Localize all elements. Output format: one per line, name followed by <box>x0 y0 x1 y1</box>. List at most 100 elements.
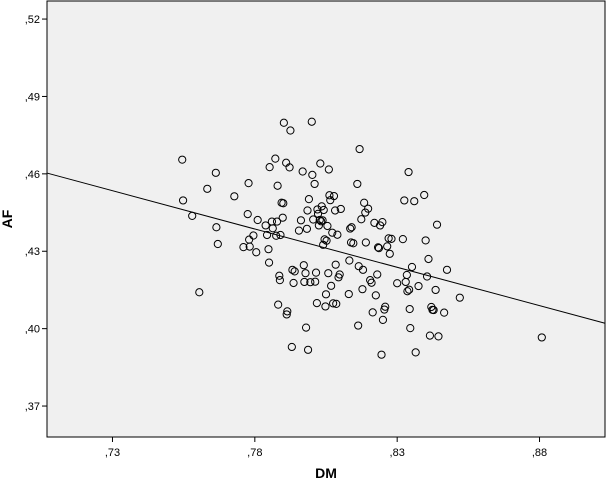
data-point <box>361 238 370 247</box>
data-point <box>282 310 291 319</box>
data-point <box>347 223 356 232</box>
data-point <box>301 323 311 332</box>
y-axis-title: AF <box>0 209 15 228</box>
data-point <box>315 215 324 225</box>
data-point <box>421 236 430 245</box>
data-point <box>406 324 415 333</box>
data-point <box>262 230 272 240</box>
data-point <box>324 269 333 278</box>
data-point <box>283 307 292 316</box>
data-point <box>404 167 413 177</box>
data-point <box>400 196 409 205</box>
data-point <box>310 179 319 189</box>
data-point <box>387 234 396 243</box>
data-point <box>299 261 308 270</box>
data-point <box>271 154 280 163</box>
data-point <box>311 268 321 277</box>
data-point <box>358 265 368 274</box>
data-point <box>393 279 402 288</box>
data-point <box>354 321 363 330</box>
data-point <box>410 197 419 206</box>
data-point <box>285 163 294 172</box>
x-axis-title: DM <box>315 465 337 481</box>
data-point <box>303 345 313 354</box>
data-point <box>313 209 323 218</box>
data-point <box>373 270 382 279</box>
data-point <box>290 267 299 276</box>
data-point <box>367 278 376 287</box>
data-point <box>407 262 417 272</box>
data-point <box>331 206 340 215</box>
y-axis: ,37 ,40 ,43 ,46 ,49 ,52 <box>25 14 47 413</box>
data-point <box>537 333 546 342</box>
x-tick-label: ,73 <box>105 447 120 459</box>
data-point <box>431 285 440 295</box>
data-point <box>286 126 295 135</box>
data-point <box>264 258 274 267</box>
data-point <box>264 245 273 254</box>
data-point <box>272 217 282 226</box>
y-tick-label: ,46 <box>25 169 40 181</box>
data-point <box>323 221 332 231</box>
data-point <box>364 204 373 213</box>
data-point <box>385 249 394 258</box>
data-point <box>275 271 284 280</box>
data-point <box>178 196 188 205</box>
data-point <box>274 300 283 309</box>
data-point <box>249 231 258 240</box>
y-tick-label: ,52 <box>25 14 40 26</box>
data-point <box>253 215 262 225</box>
data-point <box>378 315 388 324</box>
data-point <box>322 236 331 245</box>
data-point <box>405 285 414 294</box>
data-point <box>358 285 367 294</box>
data-point <box>403 287 412 296</box>
data-point <box>307 117 316 126</box>
data-point <box>405 304 414 314</box>
x-tick-label: ,88 <box>532 447 547 459</box>
data-point <box>420 190 429 200</box>
data-point <box>298 167 307 176</box>
x-tick-label: ,78 <box>247 447 262 459</box>
data-point <box>381 302 390 311</box>
data-point <box>357 215 366 224</box>
data-point <box>213 239 222 249</box>
data-point <box>288 265 297 274</box>
data-point <box>327 281 336 290</box>
data-point <box>440 308 449 317</box>
data-point <box>318 216 327 225</box>
data-point <box>324 165 333 174</box>
data-point <box>296 216 306 225</box>
data-point <box>329 299 338 308</box>
data-point <box>333 230 342 239</box>
data-point <box>243 209 252 219</box>
data-point <box>294 226 304 235</box>
data-point <box>265 163 274 172</box>
data-point <box>245 242 254 251</box>
data-point <box>317 217 326 226</box>
data-point <box>414 281 423 291</box>
data-point <box>312 299 321 308</box>
data-point <box>309 215 318 224</box>
data-point <box>402 270 411 280</box>
data-point <box>273 181 282 190</box>
data-point <box>278 213 287 222</box>
data-point <box>321 302 330 311</box>
y-tick-label: ,40 <box>25 324 40 336</box>
data-point <box>279 199 288 208</box>
data-point <box>434 332 443 341</box>
data-point <box>319 205 328 215</box>
data-point <box>287 342 296 352</box>
data-point <box>425 331 435 340</box>
data-point <box>368 308 377 317</box>
data-point <box>373 243 383 252</box>
data-point <box>331 260 340 269</box>
data-point <box>346 224 355 233</box>
data-point <box>304 195 314 204</box>
data-point <box>306 278 315 287</box>
data-point <box>212 223 221 232</box>
data-point <box>302 224 312 233</box>
data-point <box>316 159 325 168</box>
data-point <box>335 270 344 279</box>
data-point <box>353 179 362 189</box>
